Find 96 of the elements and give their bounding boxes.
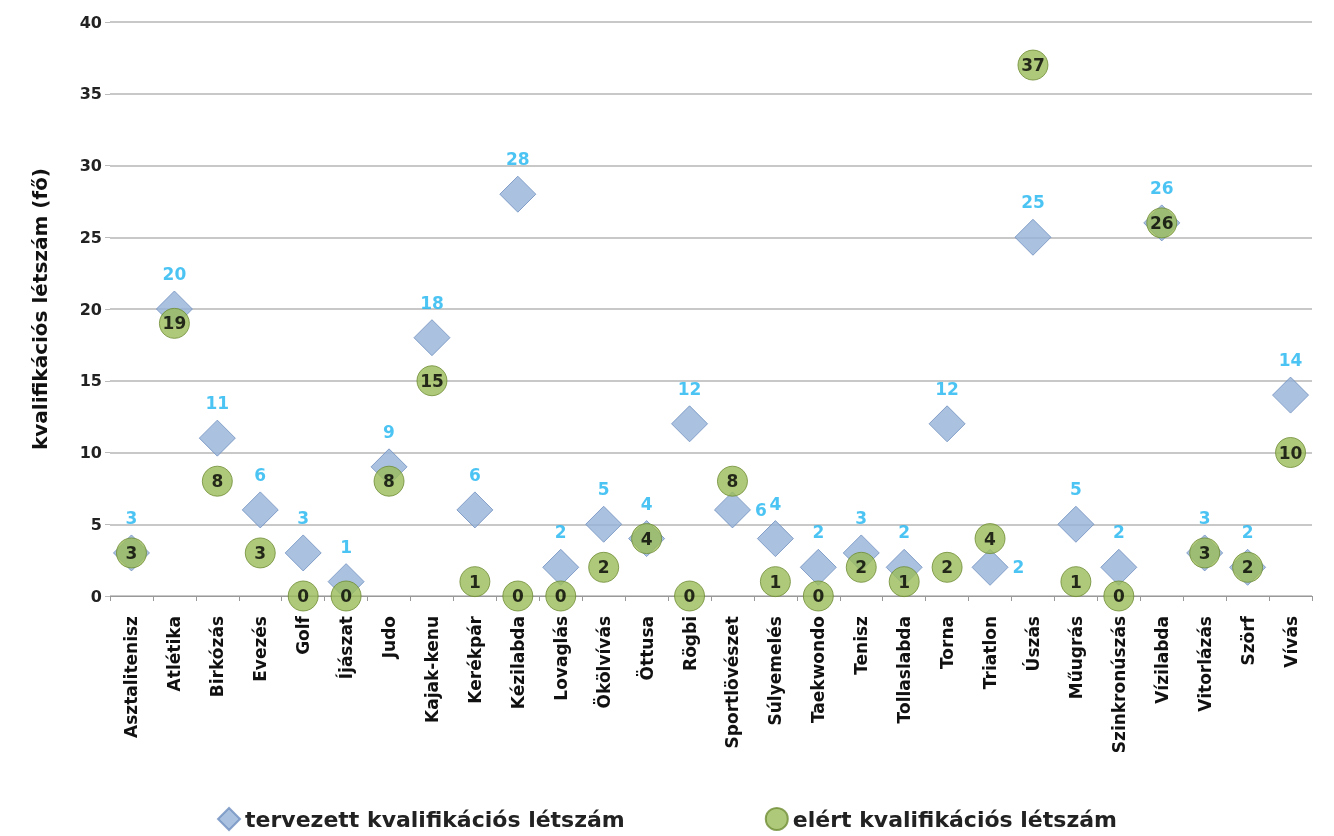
data-label: 0 xyxy=(297,586,310,606)
x-tick-label: Vízilabda xyxy=(1151,616,1172,704)
x-tick-label: Tenisz xyxy=(851,615,872,675)
x-tick-label: Műugrás xyxy=(1065,616,1086,700)
x-tick-label: Tollaslabda xyxy=(894,616,915,724)
x-tick-label: Birkózás xyxy=(207,616,228,698)
data-label: 0 xyxy=(683,586,696,606)
y-tick-label: 40 xyxy=(79,12,102,32)
x-tick-label: Szinkronúszás xyxy=(1108,616,1129,754)
data-label: 3 xyxy=(1198,542,1211,563)
data-label: 11 xyxy=(205,393,230,414)
x-tick-label: Judo xyxy=(379,616,400,660)
data-label: 1 xyxy=(340,536,353,557)
x-tick-label: Lovaglás xyxy=(550,616,571,701)
y-tick-label: 30 xyxy=(79,156,102,175)
data-label: 3 xyxy=(254,542,267,563)
data-label: 2 xyxy=(597,557,610,578)
x-tick-label: Golf xyxy=(293,615,314,655)
data-label: 18 xyxy=(420,292,444,313)
data-label: 3 xyxy=(125,507,138,528)
x-tick-label: Sportlövészet xyxy=(722,616,743,749)
x-tick-label: Szörf xyxy=(1237,615,1258,666)
data-label: 3 xyxy=(125,542,138,563)
data-label: 4 xyxy=(984,528,997,549)
data-label: 2 xyxy=(812,522,825,543)
legend-label: tervezett kvalifikációs létszám xyxy=(245,806,625,832)
x-tick-label: Asztalitenisz xyxy=(121,615,142,739)
data-label: 8 xyxy=(726,471,739,492)
y-axis-title: kvalifikációs létszám (fő) xyxy=(28,167,52,451)
data-label: 0 xyxy=(554,586,567,606)
data-label: 6 xyxy=(754,499,767,520)
data-label: 4 xyxy=(769,493,782,514)
y-tick-label: 5 xyxy=(90,514,102,534)
x-tick-label: Kajak-kenu xyxy=(421,616,442,723)
data-label: 14 xyxy=(1278,350,1303,371)
y-tick-label: 0 xyxy=(90,586,102,606)
data-label: 5 xyxy=(1069,479,1082,500)
data-label: 1 xyxy=(769,571,782,592)
data-label: 2 xyxy=(855,557,868,578)
data-label: 6 xyxy=(468,464,481,485)
data-label: 9 xyxy=(383,421,395,442)
x-tick-label: Kerékpár xyxy=(464,615,485,704)
x-tick-label: Öttusa xyxy=(635,616,657,681)
data-label: 37 xyxy=(1021,55,1045,76)
x-tick-label: Ökölvívás xyxy=(592,616,614,709)
data-label: 4 xyxy=(640,493,653,514)
data-label: 2 xyxy=(1241,522,1254,543)
x-tick-label: Kézilabda xyxy=(507,616,528,710)
data-label: 5 xyxy=(597,479,610,500)
data-label: 3 xyxy=(1198,507,1211,528)
data-label: 25 xyxy=(1021,192,1045,213)
x-tick-label: Vitorlázás xyxy=(1194,616,1215,712)
data-label: 6 xyxy=(254,464,267,485)
data-label: 2 xyxy=(554,522,567,543)
data-label: 8 xyxy=(383,471,395,492)
data-label: 2 xyxy=(1112,522,1125,543)
data-label: 2 xyxy=(1241,557,1254,578)
data-label: 19 xyxy=(162,313,187,334)
data-label: 28 xyxy=(505,149,530,170)
data-label: 0 xyxy=(340,586,353,606)
x-tick-label: Taekwondo xyxy=(808,616,829,724)
y-tick-label: 10 xyxy=(79,443,102,462)
data-label: 12 xyxy=(677,378,702,399)
data-label: 10 xyxy=(1278,442,1303,463)
x-tick-label: Súlyemelés xyxy=(765,616,786,726)
x-tick-label: Vívás xyxy=(1280,616,1301,668)
data-label: 2 xyxy=(941,557,954,578)
data-label: 0 xyxy=(1112,586,1125,606)
data-label: 1 xyxy=(468,571,481,592)
data-label: 2 xyxy=(898,522,911,543)
data-label: 8 xyxy=(211,471,224,492)
x-tick-label: Rögbi xyxy=(679,616,700,671)
x-tick-label: Úszás xyxy=(1021,616,1043,672)
data-label: 1 xyxy=(898,571,911,592)
x-tick-label: Evezés xyxy=(250,616,271,682)
data-label: 0 xyxy=(511,586,524,606)
data-label: 20 xyxy=(162,264,187,284)
y-tick-label: 20 xyxy=(79,299,102,319)
data-label: 15 xyxy=(420,370,444,391)
y-tick-label: 15 xyxy=(79,371,102,391)
data-label: 3 xyxy=(297,507,310,528)
data-label: 1 xyxy=(1069,571,1082,592)
data-label: 3 xyxy=(855,507,868,528)
data-label: 4 xyxy=(640,528,653,549)
data-label: 0 xyxy=(812,586,825,606)
x-tick-label: Torna xyxy=(937,616,958,669)
data-label: 12 xyxy=(935,378,959,399)
x-tick-label: Triatlon xyxy=(980,616,1001,690)
legend-label: elért kvalifikációs létszám xyxy=(792,806,1117,832)
data-label: 26 xyxy=(1149,212,1174,233)
y-tick-label: 25 xyxy=(79,227,102,247)
x-tick-label: Atlétika xyxy=(164,616,185,692)
x-tick-label: Íjászat xyxy=(335,616,357,680)
data-label: 2 xyxy=(1012,557,1025,578)
data-label: 26 xyxy=(1149,177,1174,198)
y-tick-label: 35 xyxy=(79,84,102,104)
